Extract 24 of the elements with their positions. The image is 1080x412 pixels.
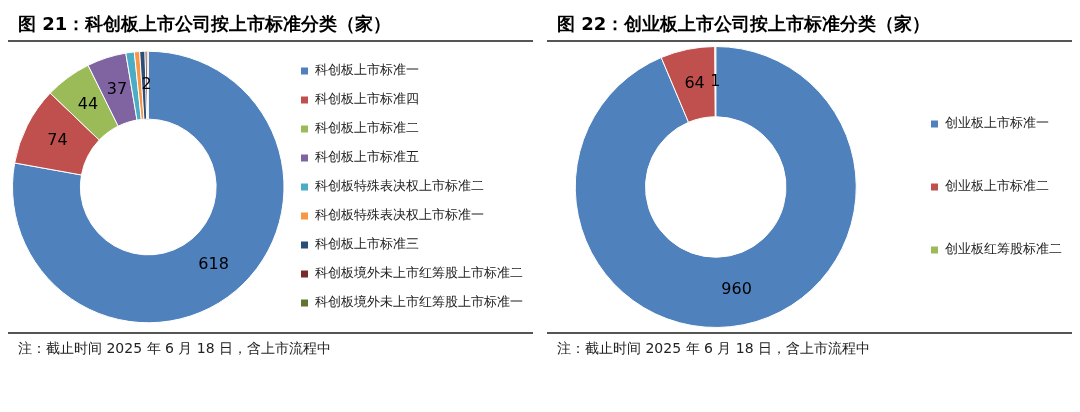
data-label: 2 [141,74,152,94]
data-label: 960 [721,279,752,299]
legend-label: 科创板上市标准二 [315,120,419,136]
chart-title: 图 22：创业板上市公司按上市标准分类（家） [547,8,1072,42]
data-label: 44 [77,94,99,114]
data-label: 1 [710,70,721,90]
chart-title: 图 21：科创板上市公司按上市标准分类（家） [8,8,533,42]
text: 注：截止时间 2025 年 6 月 18 日，含上市流程中 [547,332,1072,364]
legend-label: 创业板上市标准一 [945,115,1049,131]
legend-label: 科创板上市标准五 [315,149,419,165]
legend-label: 科创板上市标准四 [315,91,419,107]
legend-label: 科创板上市标准三 [315,236,419,252]
legend-label: 科创板境外未上市红筹股上市标准一 [315,294,523,310]
legend-label: 科创板特殊表决权上市标准二 [315,178,484,194]
text: 注：截止时间 2025 年 6 月 18 日，含上市流程中 [8,332,533,364]
data-label: 618 [198,254,229,274]
legend-label: 科创板上市标准一 [315,62,419,78]
legend-label: 科创板特殊表决权上市标准一 [315,207,484,223]
legend-label: 创业板红筹股标准二 [945,241,1062,257]
data-label: 37 [106,79,128,99]
legend-label: 创业板上市标准二 [945,178,1049,194]
data-label: 64 [684,72,705,92]
data-label: 74 [47,129,68,149]
legend-label: 科创板境外未上市红筹股上市标准二 [315,265,523,281]
